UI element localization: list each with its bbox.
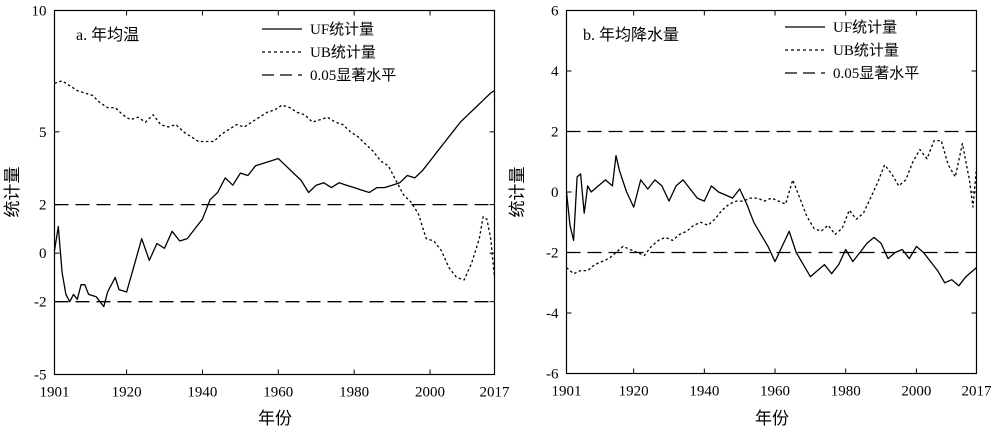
y-tick-label: 2 <box>551 125 559 141</box>
panel-b-precipitation: b. 年均降水量 年份 统计量 1901 1920 1940 1960 1980 2000… <box>508 4 992 429</box>
legend: UF统计量 UB统计量 0.05显著水平 <box>262 21 396 84</box>
x-tick-label: 2000 <box>415 385 445 401</box>
x-tick-label: 1960 <box>760 384 790 400</box>
x-tick-label: 2000 <box>901 384 931 400</box>
y-tick-label: -2 <box>34 295 47 311</box>
y-tick-label: 10 <box>32 4 47 20</box>
x-tick-label: 1920 <box>112 385 142 401</box>
y-tick-label: 4 <box>551 64 559 80</box>
y-tick-label: -2 <box>546 246 559 262</box>
y-axis-title: 统计量 <box>508 167 527 218</box>
y-tick-label: -4 <box>546 306 559 322</box>
panel-a-temperature: a. 年均温 年份 统计量 1901 1920 1940 1960 1980 2000 20… <box>3 4 510 429</box>
plot-frame <box>565 9 978 375</box>
x-tick-label: 1920 <box>619 384 649 400</box>
legend-label-level: 0.05显著水平 <box>833 65 919 82</box>
y-tick-label: -5 <box>34 368 47 384</box>
panel-label: b. 年均降水量 <box>583 26 679 44</box>
x-axis-title: 年份 <box>258 409 292 428</box>
x-tick-label: 2017 <box>962 384 993 400</box>
x-axis-title: 年份 <box>755 409 789 428</box>
ub-series-line <box>54 80 496 281</box>
x-tick-label: 1940 <box>689 384 719 400</box>
y-tick-label: 0 <box>39 246 47 262</box>
legend-label-ub: UB统计量 <box>833 42 899 59</box>
x-tick-label: 1901 <box>552 384 582 400</box>
y-tick-label: -6 <box>546 367 559 383</box>
x-tick-label: 2017 <box>480 385 511 401</box>
x-tick-label: 1940 <box>187 385 217 401</box>
uf-series-line <box>565 155 977 287</box>
y-tick-label: 5 <box>39 125 47 141</box>
legend-label-ub: UB统计量 <box>310 44 376 61</box>
x-tick-label: 1901 <box>40 385 70 401</box>
y-tick-label: 2 <box>39 198 47 214</box>
uf-series-line <box>53 90 495 308</box>
y-tick-label: 6 <box>551 4 559 20</box>
plot-frame <box>53 9 496 376</box>
legend: UF统计量 UB统计量 0.05显著水平 <box>785 19 919 82</box>
panel-label: a. 年均温 <box>76 26 139 44</box>
x-tick-label: 1960 <box>263 385 293 401</box>
legend-label-level: 0.05显著水平 <box>310 67 396 84</box>
legend-label-uf: UF统计量 <box>310 21 374 38</box>
y-axis-title: 统计量 <box>3 167 22 218</box>
y-tick-label: 0 <box>551 185 559 201</box>
legend-label-uf: UF统计量 <box>833 19 897 36</box>
x-tick-label: 1980 <box>339 385 369 401</box>
x-tick-label: 1980 <box>831 384 861 400</box>
